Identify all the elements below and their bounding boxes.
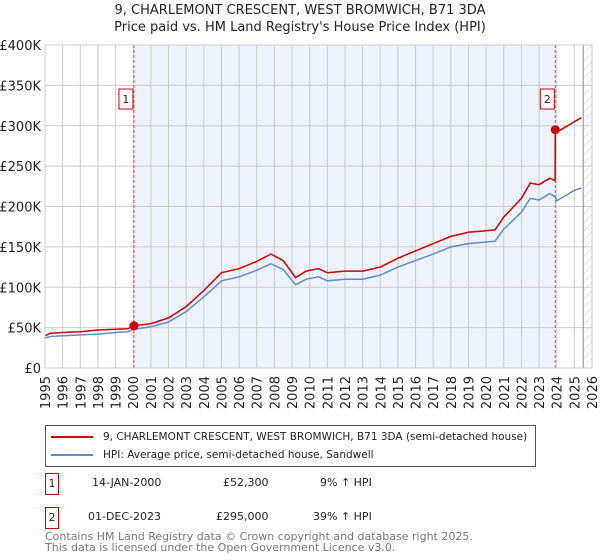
x-tick-label: 1998 bbox=[92, 376, 107, 409]
y-tick-label: £350K bbox=[0, 79, 41, 94]
y-tick-label: £0 bbox=[24, 362, 41, 377]
y-tick-label: £250K bbox=[0, 160, 41, 175]
y-tick-label: £150K bbox=[0, 241, 41, 256]
sale-point bbox=[129, 321, 139, 331]
x-tick-label: 2020 bbox=[480, 376, 495, 409]
y-tick-label: £100K bbox=[0, 281, 41, 296]
x-tick-label: 2016 bbox=[410, 376, 425, 409]
transaction-row: 1 14-JAN-2000 £52,300 9% ↑ HPI bbox=[45, 473, 445, 495]
x-tick-label: 2007 bbox=[251, 376, 266, 409]
x-tick-label: 2000 bbox=[127, 376, 142, 409]
transaction-marker: 2 bbox=[45, 507, 59, 529]
y-tick-label: £50K bbox=[8, 322, 42, 337]
x-tick-label: 2003 bbox=[180, 376, 195, 409]
x-tick-label: 2014 bbox=[374, 376, 389, 409]
x-tick-label: 1995 bbox=[39, 376, 54, 409]
x-tick-label: 2024 bbox=[551, 376, 566, 409]
x-tick-label: 2015 bbox=[392, 376, 407, 409]
x-tick-label: 2022 bbox=[515, 376, 530, 409]
footer-line-1: Contains HM Land Registry data © Crown c… bbox=[45, 530, 473, 543]
y-tick-label: £400K bbox=[0, 39, 41, 54]
legend-red-line bbox=[51, 436, 93, 438]
transaction-price: £52,300 bbox=[223, 476, 269, 489]
x-tick-label: 2002 bbox=[163, 376, 178, 409]
x-tick-label: 2006 bbox=[233, 376, 248, 409]
x-tick-label: 2004 bbox=[198, 376, 213, 409]
y-tick-label: £300K bbox=[0, 120, 41, 135]
x-tick-label: 2025 bbox=[568, 376, 583, 409]
x-tick-label: 2010 bbox=[304, 376, 319, 409]
x-tick-label: 2011 bbox=[321, 376, 336, 409]
x-tick-label: 2005 bbox=[215, 376, 230, 409]
transaction-row: 2 01-DEC-2023 £295,000 39% ↑ HPI bbox=[45, 507, 445, 529]
transaction-hpi: 39% ↑ HPI bbox=[313, 510, 372, 523]
transaction-date: 14-JAN-2000 bbox=[92, 476, 162, 489]
transaction-marker: 1 bbox=[45, 473, 59, 495]
footer: Contains HM Land Registry data © Crown c… bbox=[45, 531, 473, 553]
transaction-date: 01-DEC-2023 bbox=[88, 510, 162, 523]
x-tick-label: 1996 bbox=[57, 376, 72, 409]
chart-title: 9, CHARLEMONT CRESCENT, WEST BROMWICH, B… bbox=[114, 3, 486, 18]
x-tick-label: 2008 bbox=[268, 376, 283, 409]
x-tick-label: 2023 bbox=[533, 376, 548, 409]
x-tick-label: 1997 bbox=[74, 376, 89, 409]
x-tick-label: 2019 bbox=[462, 376, 477, 409]
x-tick-label: 2001 bbox=[145, 376, 160, 409]
x-tick-label: 2018 bbox=[445, 376, 460, 409]
sale-point bbox=[550, 125, 560, 135]
sale-label: 1 bbox=[122, 93, 129, 106]
sale-label-box bbox=[539, 88, 555, 110]
x-tick-label: 2012 bbox=[339, 376, 354, 409]
x-tick-label: 2009 bbox=[286, 376, 301, 409]
footer-line-2: This data is licensed under the Open Gov… bbox=[45, 541, 396, 554]
x-tick-label: 2026 bbox=[586, 376, 600, 409]
y-tick-label: £200K bbox=[0, 201, 41, 216]
x-tick-label: 1999 bbox=[110, 376, 125, 409]
plot-border bbox=[44, 44, 593, 369]
x-tick-label: 2013 bbox=[357, 376, 372, 409]
legend: 9, CHARLEMONT CRESCENT, WEST BROMWICH, B… bbox=[45, 425, 536, 467]
transaction-hpi: 9% ↑ HPI bbox=[320, 476, 372, 489]
legend-blue-line bbox=[51, 454, 93, 456]
hpi-line bbox=[44, 187, 582, 339]
x-tick-label: 2021 bbox=[498, 376, 513, 409]
sale-label: 2 bbox=[544, 93, 551, 106]
x-tick-label: 2017 bbox=[427, 376, 442, 409]
legend-label-property: 9, CHARLEMONT CRESCENT, WEST BROMWICH, B… bbox=[103, 431, 528, 443]
transaction-price: £295,000 bbox=[216, 510, 269, 523]
plot-area: £0 £50K £100K £150K £200K £250K £300K £350K £400… bbox=[0, 39, 600, 409]
chart-subtitle: Price paid vs. HM Land Registry's House … bbox=[114, 20, 486, 35]
sale-label-box bbox=[118, 88, 134, 110]
legend-label-hpi: HPI: Average price, semi-detached house,… bbox=[103, 449, 374, 461]
